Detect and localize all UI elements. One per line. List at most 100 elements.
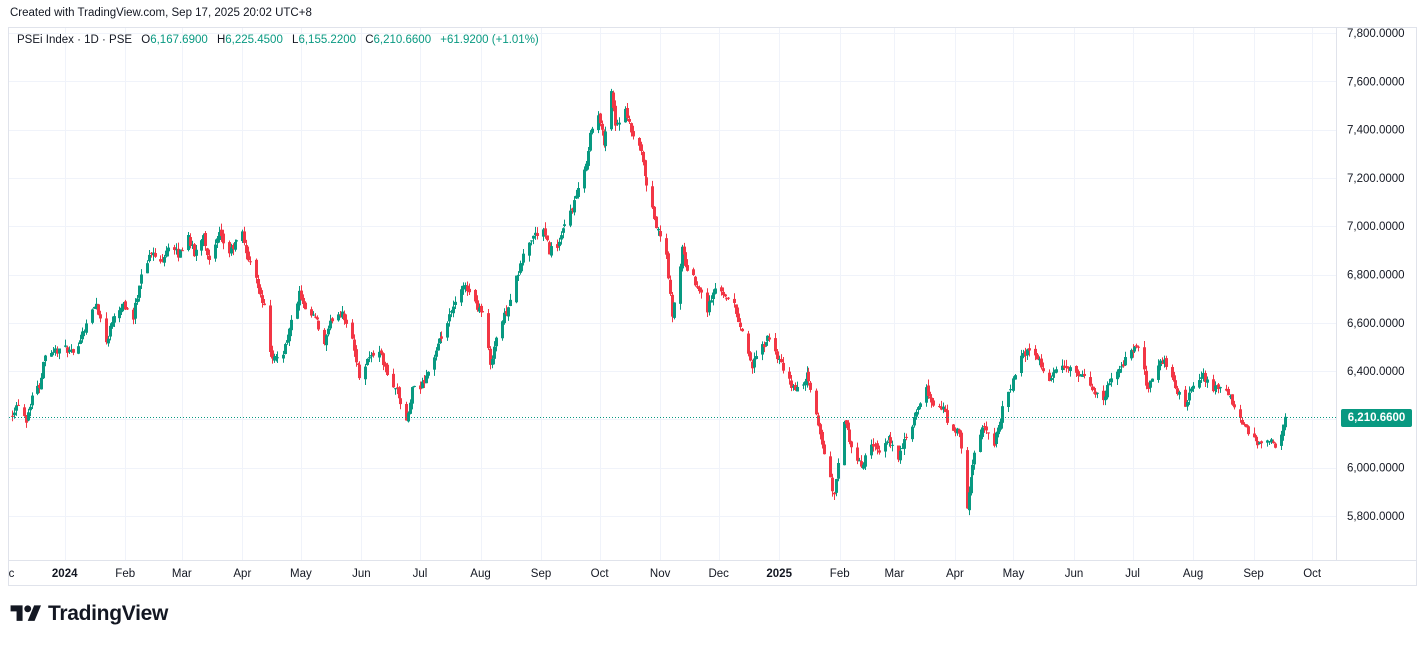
price-axis[interactable]: 5,800.00006,000.00006,200.00006,400.0000… [1336,28,1405,560]
candle-body [478,307,481,312]
candle-body [195,249,198,256]
candle-body [1102,390,1105,401]
candle-body [460,289,463,303]
candle-body [548,242,551,255]
candle-body [864,455,867,467]
candle-body [999,421,1002,430]
legend-high-value: 6,225.4500 [225,34,283,46]
candle-body [560,235,563,240]
candle-body [790,380,793,388]
candle-body [56,349,59,354]
candle-body [995,432,998,445]
candle-body [905,436,908,438]
candle-body [136,298,139,303]
candle-body [405,403,408,421]
candle-body [1280,434,1283,446]
candle-body [95,303,98,310]
candle-body [507,307,510,317]
candle-body [612,92,615,108]
candle-body [452,306,455,314]
time-tick-label: Dec [708,568,729,580]
candle-body [179,249,182,258]
candle-body [1007,391,1010,407]
candle-body [850,441,853,448]
tradingview-brand[interactable]: TradingView [10,602,168,626]
candle-body [1143,347,1146,370]
candle-body [679,266,682,304]
candle-body [774,338,777,352]
candle-body [474,289,477,302]
candle-body [1268,441,1271,443]
candle-body [698,287,701,292]
candle-body [276,357,279,359]
candle-body [632,131,635,137]
candle-body [177,248,180,258]
chart-frame [8,27,1417,586]
candle-body [314,316,317,318]
candle-body [243,231,246,243]
candle-body [368,357,371,359]
candle-body [530,240,533,242]
candle-body [493,346,496,359]
candle-body [575,195,578,199]
time-axis[interactable]: Dec 2024 Feb Mar Apr May Jun Jul Aug Sep Oct Nov Dec… [0,560,1417,581]
legend-open-key: O [141,34,151,46]
candle-body [628,118,631,122]
candle-body [440,336,443,339]
candle-body [1135,345,1138,347]
candle-body [187,235,190,251]
candle-body [1124,357,1127,366]
candle-body [809,382,812,390]
price-tick-label: 6,800.0000 [1347,270,1405,282]
candle-body [1253,433,1256,438]
candle-body [1052,372,1055,377]
candle-body [683,246,686,255]
candle-body [175,249,178,251]
candle-body [54,348,57,353]
candle-body [448,314,451,322]
candle-body [765,342,768,346]
candle-body [1171,366,1174,378]
candle-body [766,335,769,341]
candle-body [202,235,205,242]
price-tick-label: 7,000.0000 [1347,221,1405,233]
candle-body [1026,349,1029,356]
candle-body [1024,351,1027,356]
candle-body [522,253,525,263]
candle-body [735,304,738,314]
candle-body [712,292,715,300]
candle-body [626,108,629,119]
candle-body [275,355,278,358]
candle-body [671,294,674,317]
candle-body [120,307,123,313]
candle-body [1204,373,1207,383]
candle-body [1165,358,1168,367]
time-tick-label: Apr [233,568,251,580]
candle-body [13,412,16,416]
candle-body [40,377,43,390]
candle-body [747,333,750,354]
candle-body [684,252,687,266]
candle-body [58,348,61,354]
candle-body [450,311,453,313]
candle-body [587,151,590,166]
candle-body [860,461,863,467]
candle-body [589,132,592,151]
candle-body [152,252,155,256]
candle-body [99,314,102,319]
time-tick-label: 2024 [52,568,78,580]
candle-body [1094,391,1097,395]
candle-body [1219,387,1222,389]
candle-body [273,356,276,361]
candle-body [310,309,313,316]
time-tick-label: Sep [1243,568,1263,580]
candle-body [577,188,580,197]
candle-body [52,351,55,353]
candle-body [1075,365,1078,373]
candle-body [1157,365,1160,380]
candle-body [778,358,781,360]
time-tick-label: Feb [115,568,135,580]
candle-body [411,387,414,404]
candle-body [517,274,520,276]
